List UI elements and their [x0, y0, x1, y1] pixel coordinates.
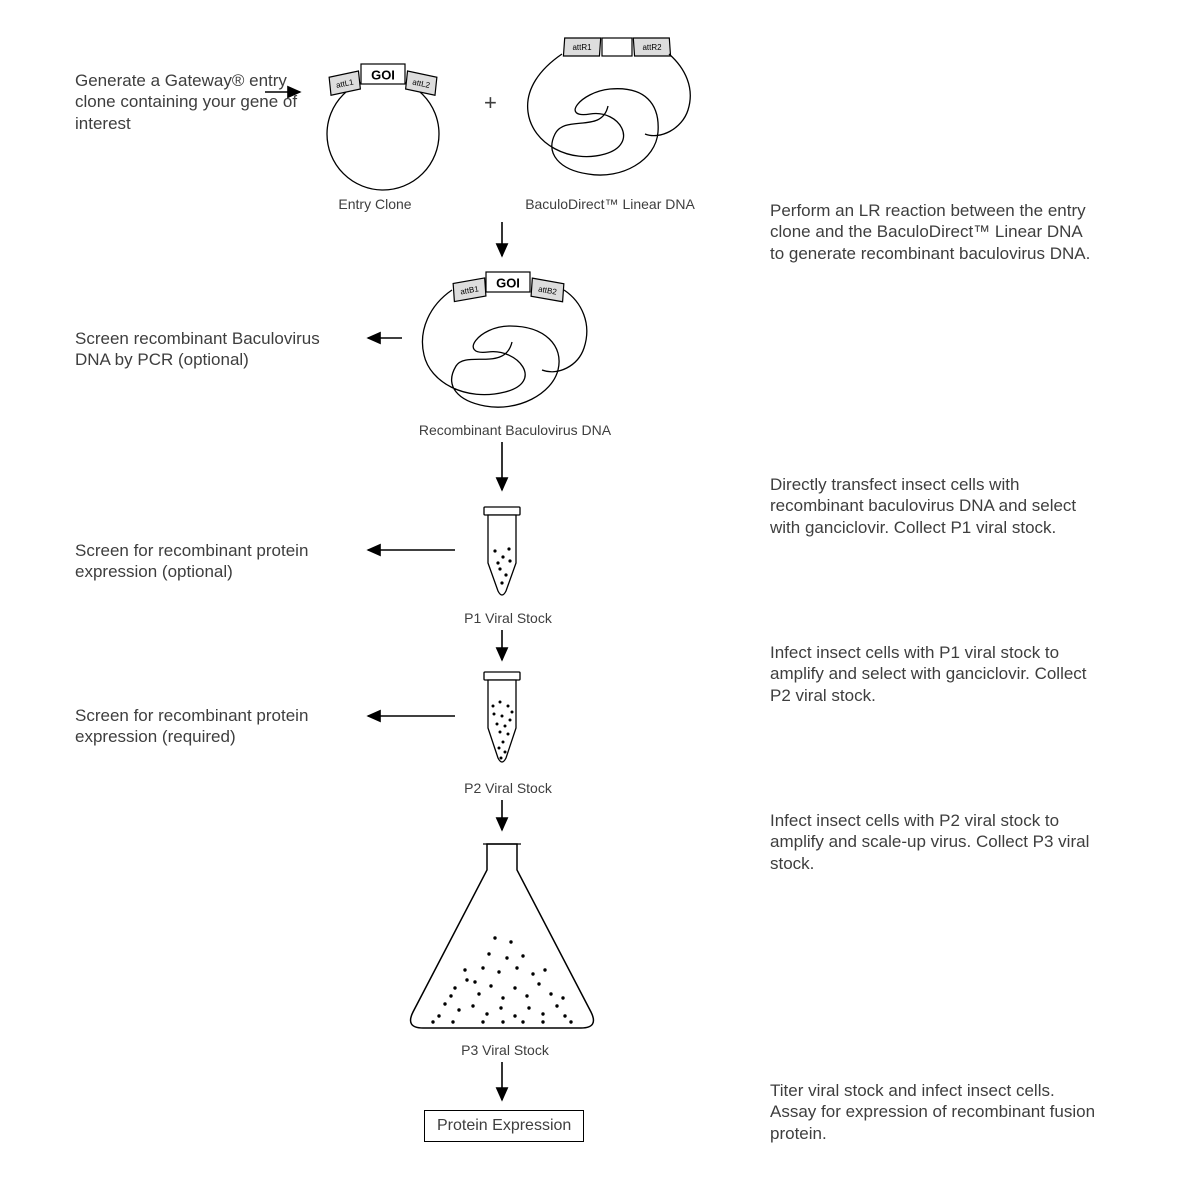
arrows-layer — [0, 0, 1196, 1191]
